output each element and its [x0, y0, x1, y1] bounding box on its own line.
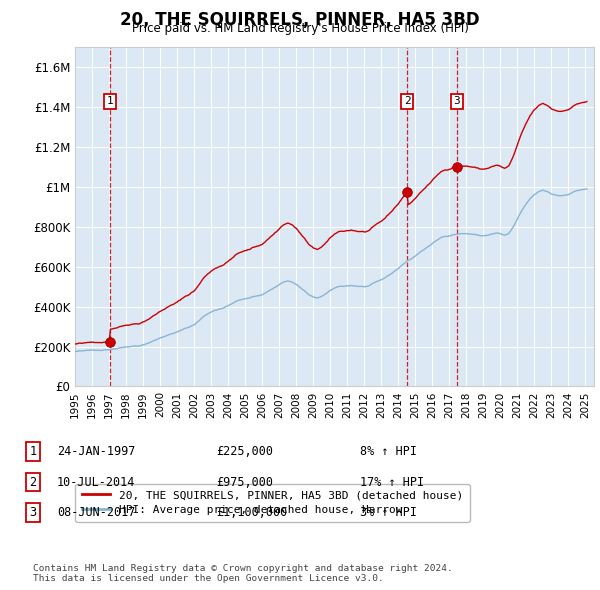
Text: £975,000: £975,000	[216, 476, 273, 489]
Legend: 20, THE SQUIRRELS, PINNER, HA5 3BD (detached house), HPI: Average price, detache: 20, THE SQUIRRELS, PINNER, HA5 3BD (deta…	[76, 484, 470, 522]
Text: 3: 3	[454, 97, 460, 106]
Text: 24-JAN-1997: 24-JAN-1997	[57, 445, 136, 458]
Text: Price paid vs. HM Land Registry's House Price Index (HPI): Price paid vs. HM Land Registry's House …	[131, 22, 469, 35]
Text: 2: 2	[404, 97, 411, 106]
Text: 3% ↑ HPI: 3% ↑ HPI	[360, 506, 417, 519]
Text: 3: 3	[29, 506, 37, 519]
Text: 1: 1	[107, 97, 113, 106]
Text: 20, THE SQUIRRELS, PINNER, HA5 3BD: 20, THE SQUIRRELS, PINNER, HA5 3BD	[120, 11, 480, 29]
Text: 1: 1	[29, 445, 37, 458]
Text: 8% ↑ HPI: 8% ↑ HPI	[360, 445, 417, 458]
Text: £1,100,000: £1,100,000	[216, 506, 287, 519]
Text: 2: 2	[29, 476, 37, 489]
Text: Contains HM Land Registry data © Crown copyright and database right 2024.
This d: Contains HM Land Registry data © Crown c…	[33, 563, 453, 583]
Text: 17% ↑ HPI: 17% ↑ HPI	[360, 476, 424, 489]
Text: £225,000: £225,000	[216, 445, 273, 458]
Text: 10-JUL-2014: 10-JUL-2014	[57, 476, 136, 489]
Text: 08-JUN-2017: 08-JUN-2017	[57, 506, 136, 519]
